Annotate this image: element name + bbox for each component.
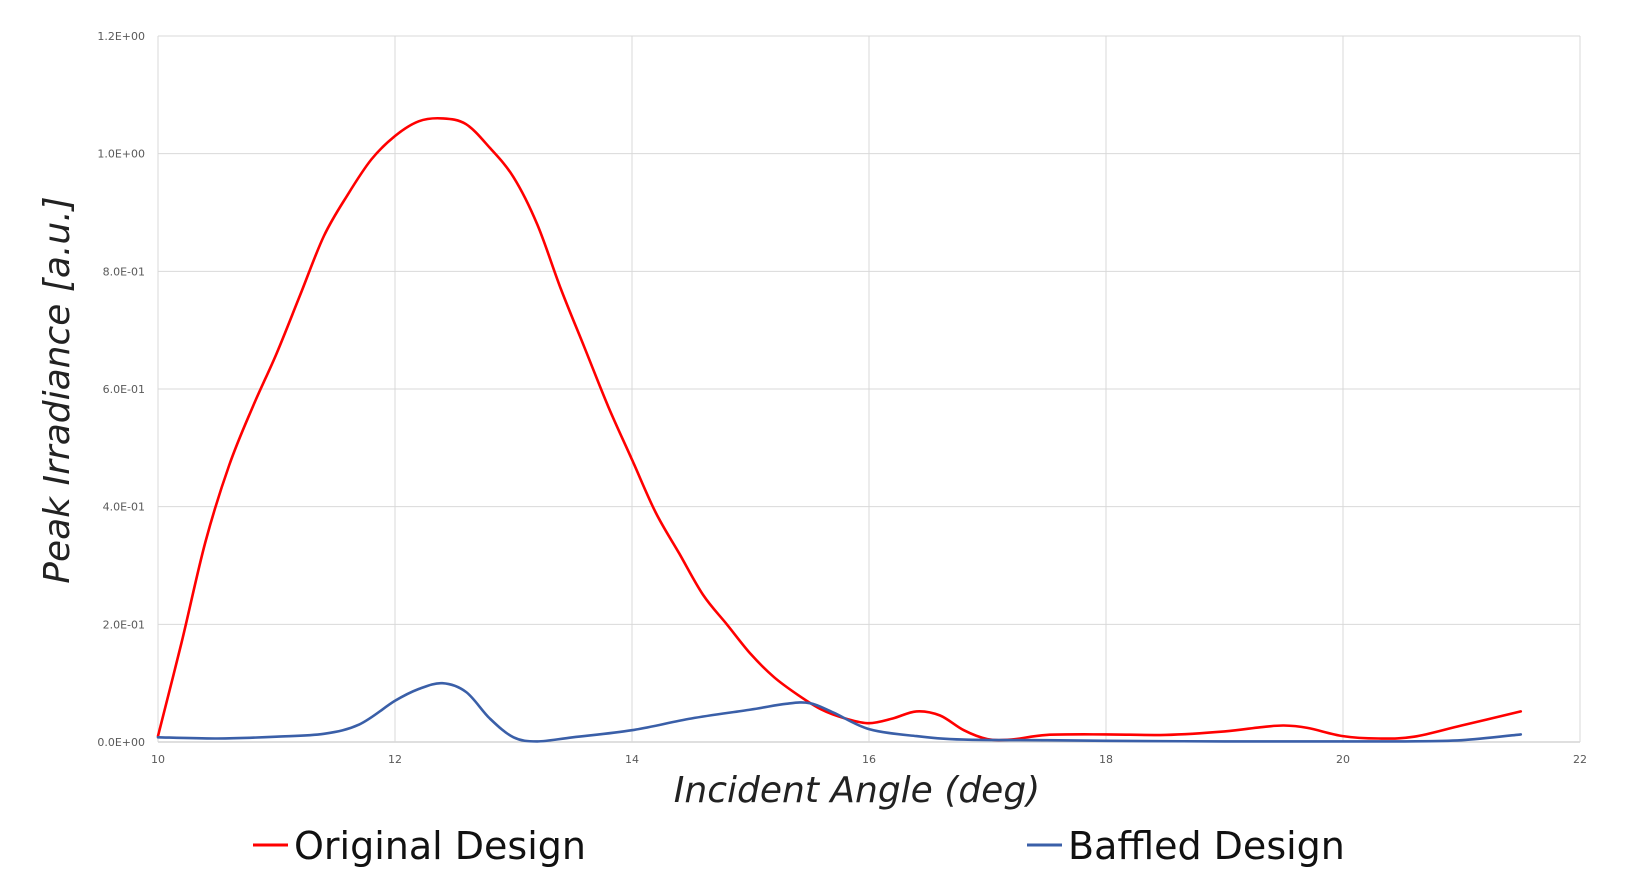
- series-line-original-design: [156, 116, 1523, 742]
- x-tick-label: 16: [862, 753, 876, 766]
- y-tick-label: 2.0E-01: [103, 618, 145, 631]
- series-line-baffled-design: [156, 681, 1523, 743]
- x-tick-label: 10: [151, 753, 165, 766]
- y-axis-title: Peak Irradiance [a.u.]: [37, 196, 78, 583]
- legend-label-baffled-design: Baffled Design: [1068, 824, 1345, 868]
- legend-label-original-design: Original Design: [294, 824, 586, 868]
- x-tick-label: 22: [1573, 753, 1587, 766]
- y-tick-label: 1.0E+00: [97, 148, 145, 161]
- x-tick-label: 20: [1336, 753, 1350, 766]
- legend: Original Design Baffled Design: [253, 824, 1345, 868]
- x-tick-label: 14: [625, 753, 639, 766]
- x-axis-title: Incident Angle (deg): [674, 770, 1040, 811]
- y-tick-label: 0.0E+00: [97, 736, 145, 749]
- y-tick-label: 6.0E-01: [103, 383, 145, 396]
- y-tick-label: 8.0E-01: [103, 265, 145, 278]
- x-tick-label: 12: [388, 753, 402, 766]
- y-tick-labels: 0.0E+00 2.0E-01 4.0E-01 6.0E-01 8.0E-01 1.0E+…: [97, 30, 145, 749]
- gridlines: [157, 35, 1581, 743]
- y-tick-label: 4.0E-01: [103, 501, 145, 514]
- x-tick-label: 18: [1099, 753, 1113, 766]
- y-tick-label: 1.2E+00: [97, 30, 145, 43]
- series-lines: [156, 116, 1523, 743]
- x-tick-labels: 10 12 14 16 18 20 22: [151, 753, 1587, 766]
